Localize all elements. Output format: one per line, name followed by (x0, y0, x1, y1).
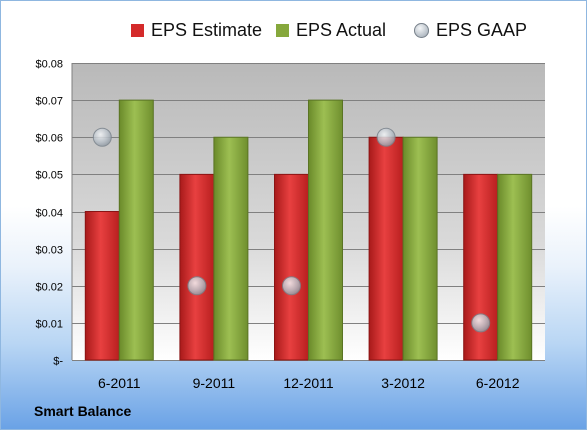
legend-label: EPS Actual (296, 19, 387, 40)
eps-estimate-bar (179, 173, 215, 361)
x-tick-label: 9-2011 (193, 375, 236, 391)
y-tick-label: $0.02 (35, 282, 63, 294)
eps-actual-bar (213, 136, 249, 361)
legend: EPS Estimate EPS Actual EPS GAAP (1, 15, 587, 45)
eps-gaap-marker (282, 276, 301, 296)
legend-label: EPS Estimate (151, 19, 263, 40)
y-tick-label: $0.06 (35, 133, 63, 145)
legend-marker-icon (414, 22, 429, 38)
eps-actual-bar (118, 99, 154, 361)
x-tick-label: 6-2012 (476, 375, 520, 391)
eps-estimate-bar (84, 211, 120, 361)
legend-item: EPS GAAP (414, 15, 527, 45)
y-tick-label: $- (53, 356, 63, 368)
legend-item: EPS Actual (276, 15, 386, 45)
x-tick-label: 6-2011 (98, 375, 141, 391)
legend-swatch-icon (276, 23, 289, 37)
eps-gaap-marker (376, 127, 396, 147)
x-tick-label: 12-2011 (283, 375, 334, 391)
eps-gaap-marker (92, 127, 112, 147)
x-tick-label: 3-2012 (381, 375, 425, 391)
y-tick-label: $0.01 (35, 319, 63, 331)
eps-actual-bar (497, 173, 533, 361)
y-tick-label: $0.05 (35, 170, 63, 182)
company-name: Smart Balance (34, 403, 132, 419)
y-tick-label: $0.08 (35, 59, 63, 71)
eps-gaap-marker (187, 276, 207, 296)
y-tick-label: $0.03 (35, 245, 63, 257)
eps-estimate-bar (368, 136, 404, 361)
legend-swatch-icon (131, 23, 144, 37)
legend-label: EPS GAAP (436, 19, 528, 40)
eps-actual-bar (402, 136, 438, 361)
y-tick-label: $0.07 (35, 96, 63, 108)
eps-gaap-marker (471, 313, 491, 333)
legend-item: EPS Estimate (131, 15, 262, 45)
eps-estimate-bar (274, 173, 309, 361)
y-tick-label: $0.04 (35, 208, 63, 220)
eps-actual-bar (308, 99, 343, 361)
